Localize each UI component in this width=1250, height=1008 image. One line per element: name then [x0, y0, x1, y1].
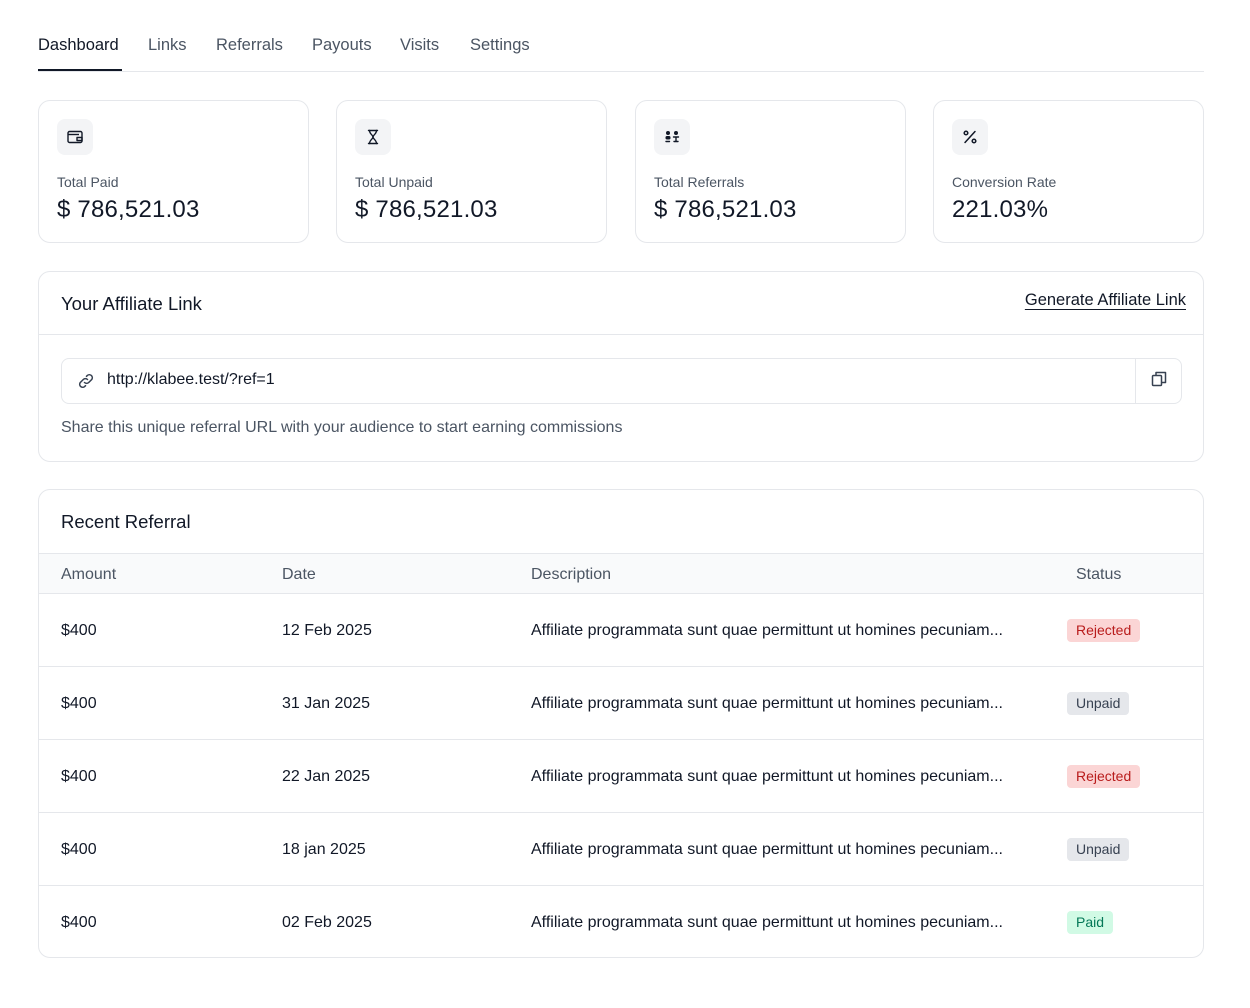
affiliate-link-header: Your Affiliate Link Generate Affiliate L…	[39, 272, 1203, 335]
percent-icon	[952, 119, 988, 155]
stat-card-total-paid: Total Paid $ 786,521.03	[38, 100, 309, 243]
tab-bar: Dashboard Links Referrals Payouts Visits…	[38, 0, 1204, 72]
tab-referrals[interactable]: Referrals	[216, 36, 283, 54]
table-row: $400 22 Jan 2025 Affiliate programmata s…	[39, 740, 1203, 813]
stat-value: $ 786,521.03	[654, 196, 797, 223]
row-date: 12 Feb 2025	[282, 622, 372, 639]
status-badge: Rejected	[1067, 619, 1141, 642]
link-icon	[76, 371, 96, 391]
row-amount: $400	[61, 695, 97, 712]
affiliate-url-field[interactable]: http://klabee.test/?ref=1	[61, 358, 1182, 404]
active-tab-indicator	[38, 69, 122, 71]
table-row: $400 12 Feb 2025 Affiliate programmata s…	[39, 594, 1203, 667]
stat-card-total-unpaid: Total Unpaid $ 786,521.03	[336, 100, 607, 243]
column-header-description: Description	[531, 566, 612, 583]
column-header-amount: Amount	[61, 566, 117, 583]
row-amount: $400	[61, 841, 97, 858]
status-badge: Rejected	[1067, 765, 1141, 788]
table-row: $400 18 jan 2025 Affiliate programmata s…	[39, 813, 1203, 886]
row-date: 02 Feb 2025	[282, 914, 372, 931]
row-date: 31 Jan 2025	[282, 695, 371, 712]
row-description: Affiliate programmata sunt quae permittu…	[531, 695, 1003, 712]
wallet-icon	[57, 119, 93, 155]
status-badge: Unpaid	[1067, 838, 1130, 861]
copy-icon	[1150, 370, 1168, 393]
tab-payouts[interactable]: Payouts	[312, 36, 372, 54]
table-row: $400 02 Feb 2025 Affiliate programmata s…	[39, 886, 1203, 957]
tab-visits[interactable]: Visits	[400, 36, 440, 54]
table-row: $400 31 Jan 2025 Affiliate programmata s…	[39, 667, 1203, 740]
row-date: 18 jan 2025	[282, 841, 366, 858]
status-badge: Unpaid	[1067, 692, 1130, 715]
row-description: Affiliate programmata sunt quae permittu…	[531, 841, 1003, 858]
affiliate-link-card: Your Affiliate Link Generate Affiliate L…	[38, 271, 1204, 462]
affiliate-url-value: http://klabee.test/?ref=1	[107, 371, 275, 388]
referrals-icon	[654, 119, 690, 155]
stat-value: 221.03%	[952, 196, 1049, 223]
tab-dashboard[interactable]: Dashboard	[38, 36, 119, 54]
stat-card-conversion-rate: Conversion Rate 221.03%	[933, 100, 1204, 243]
stat-card-total-referrals: Total Referrals $ 786,521.03	[635, 100, 906, 243]
hourglass-icon	[355, 119, 391, 155]
row-description: Affiliate programmata sunt quae permittu…	[531, 914, 1003, 931]
row-date: 22 Jan 2025	[282, 768, 371, 785]
tab-links[interactable]: Links	[148, 36, 187, 54]
tab-settings[interactable]: Settings	[470, 36, 530, 54]
stat-label: Total Unpaid	[355, 174, 433, 190]
stat-value: $ 786,521.03	[57, 196, 200, 223]
affiliate-link-title: Your Affiliate Link	[61, 293, 202, 314]
status-badge: Paid	[1067, 911, 1114, 934]
copy-link-button[interactable]	[1135, 359, 1181, 403]
row-amount: $400	[61, 768, 97, 785]
stat-label: Total Referrals	[654, 174, 745, 190]
row-description: Affiliate programmata sunt quae permittu…	[531, 768, 1003, 785]
row-amount: $400	[61, 914, 97, 931]
stat-label: Total Paid	[57, 174, 119, 190]
affiliate-link-help-text: Share this unique referral URL with your…	[61, 419, 623, 436]
table-header: Amount Date Description Status	[39, 553, 1203, 594]
column-header-status: Status	[1076, 566, 1122, 583]
recent-referral-card: Recent Referral Amount Date Description …	[38, 489, 1204, 958]
row-description: Affiliate programmata sunt quae permittu…	[531, 622, 1003, 639]
row-amount: $400	[61, 622, 97, 639]
stat-value: $ 786,521.03	[355, 196, 498, 223]
column-header-date: Date	[282, 566, 316, 583]
recent-referral-title: Recent Referral	[61, 511, 191, 532]
stat-label: Conversion Rate	[952, 174, 1057, 190]
generate-affiliate-link-button[interactable]: Generate Affiliate Link	[1024, 291, 1186, 309]
